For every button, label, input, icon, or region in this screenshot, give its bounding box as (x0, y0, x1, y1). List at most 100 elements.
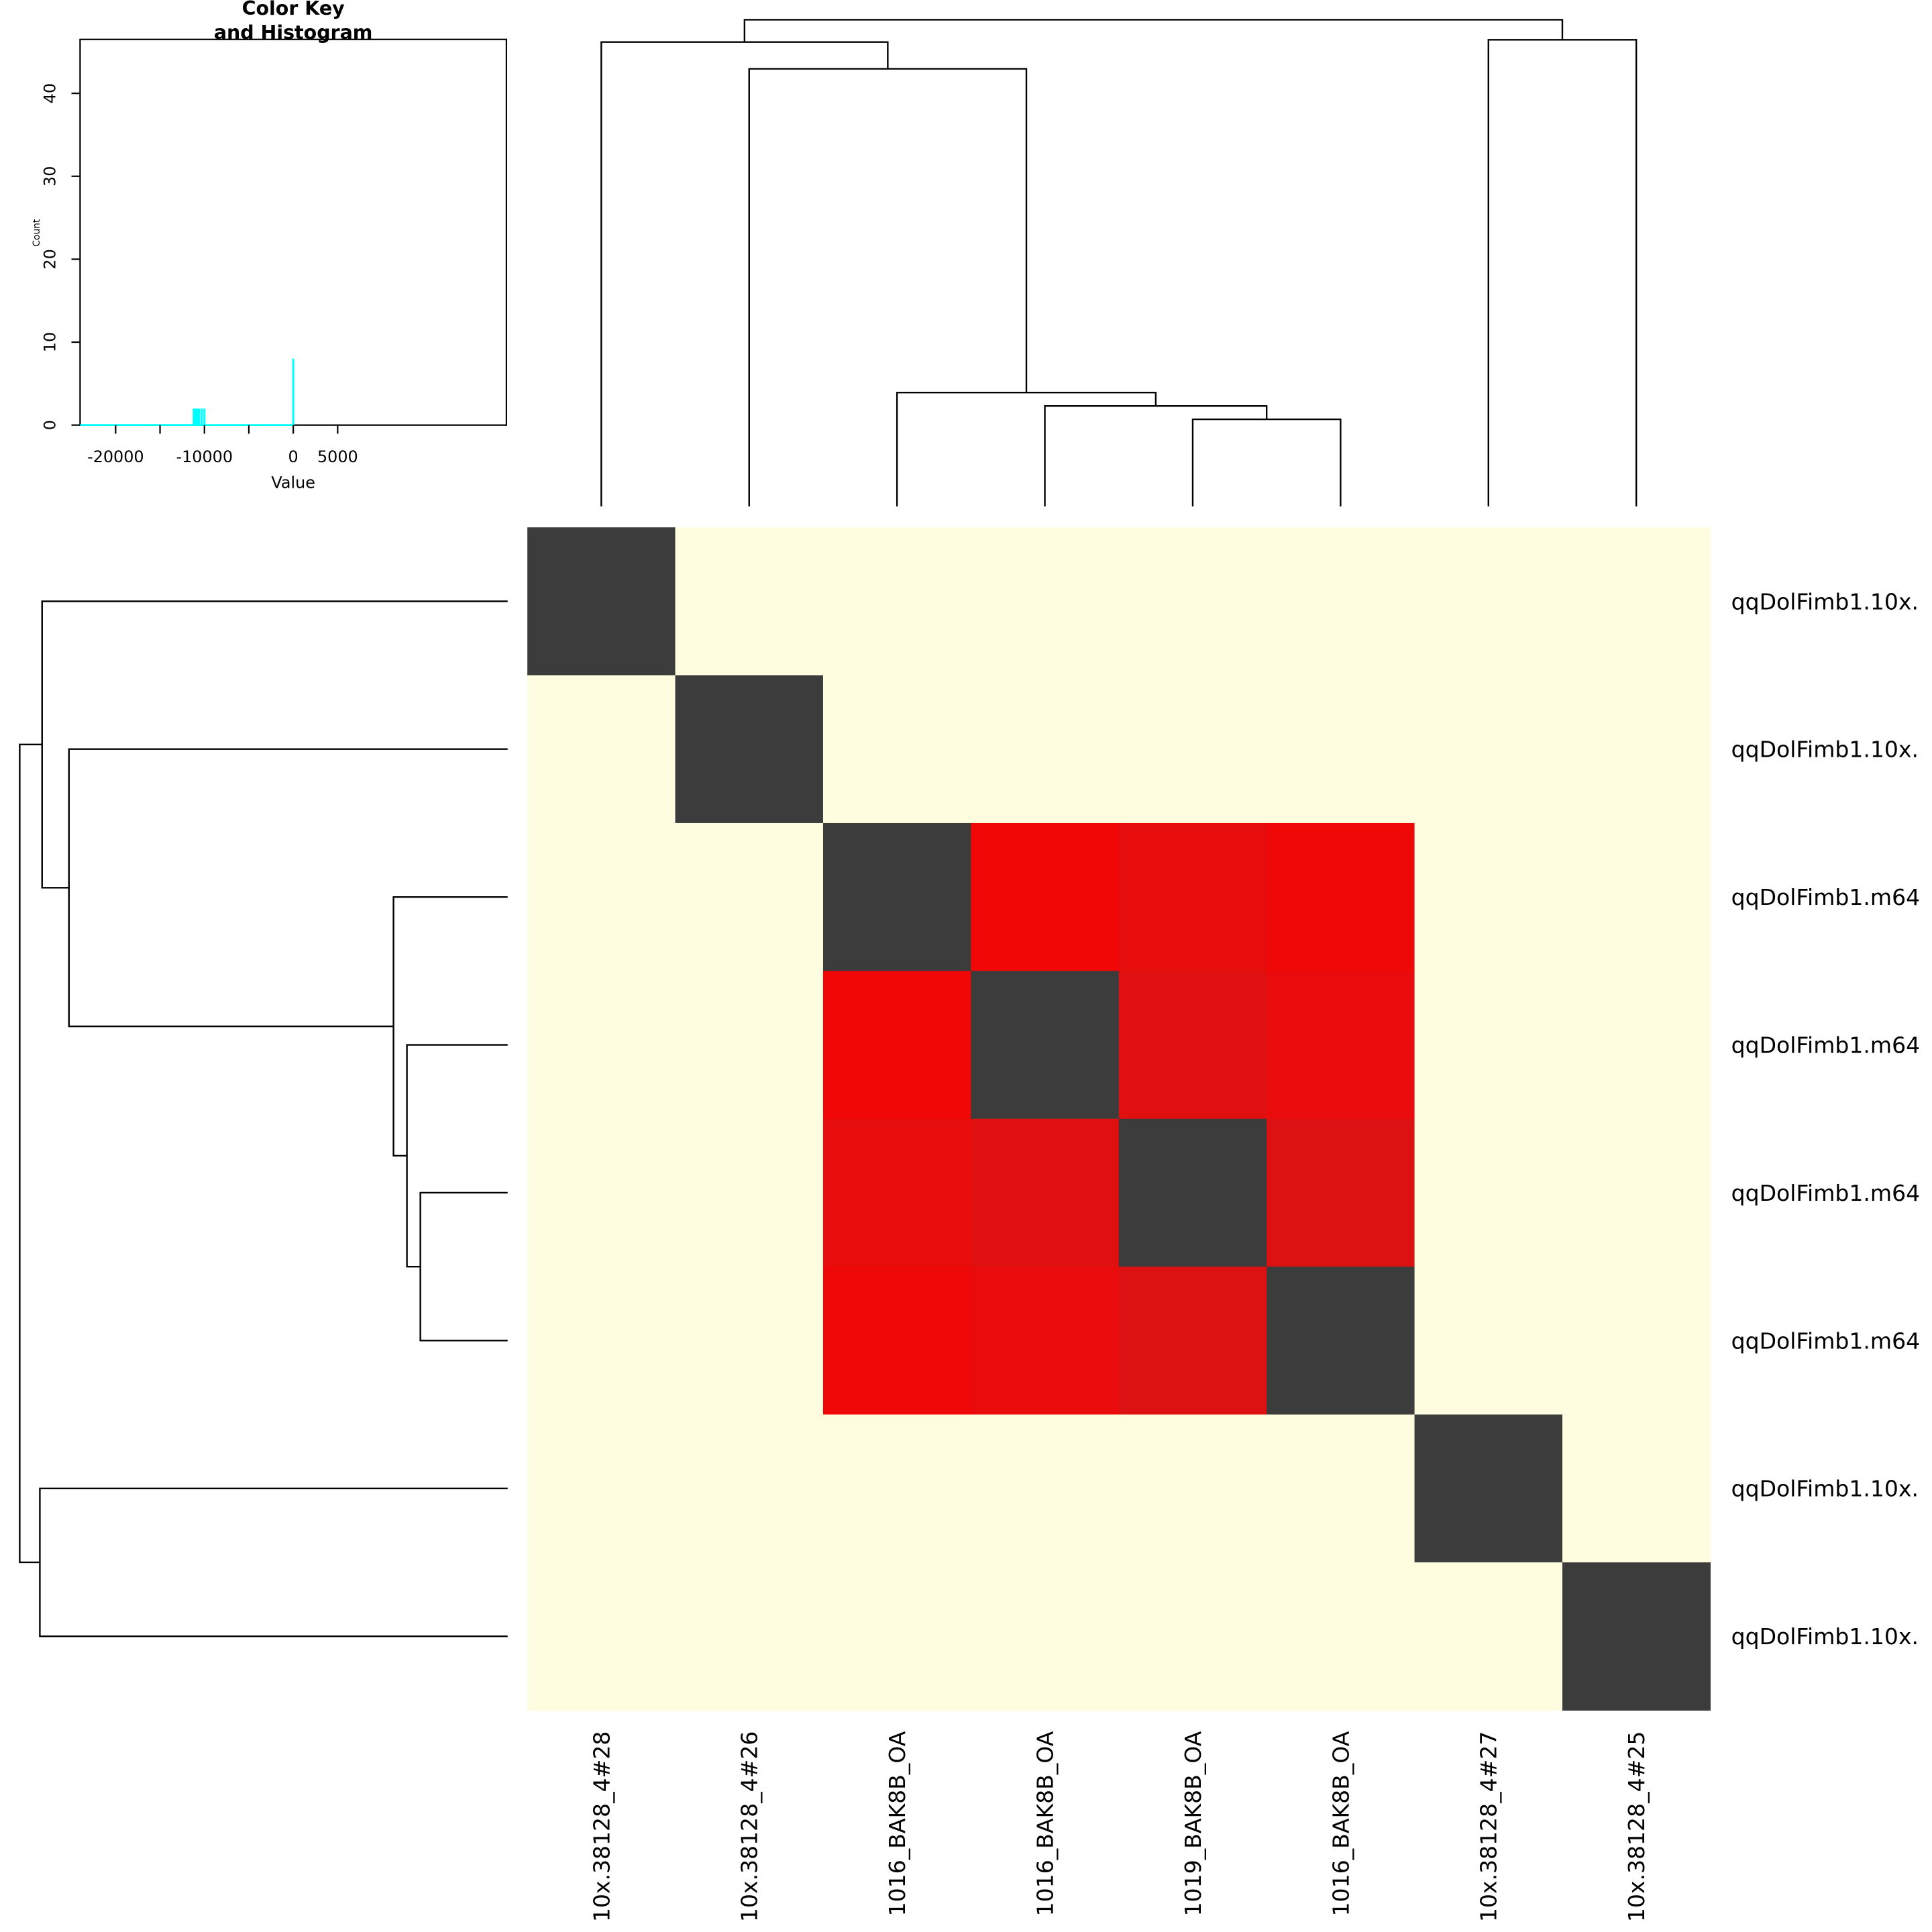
x-tick-label: 0 (288, 447, 299, 466)
dendrogram-branch (1044, 405, 1268, 506)
dendrogram-branch (41, 600, 508, 889)
histogram-title: and Histogram (214, 21, 373, 44)
heatmap-cell (1562, 1414, 1711, 1563)
dendrogram-branch (748, 68, 1028, 506)
heatmap-cell (1267, 971, 1415, 1120)
y-axis-label: Count (32, 219, 42, 246)
heatmap-cell (675, 1562, 824, 1711)
heatmap-cell (1562, 1267, 1711, 1415)
heatmap-cell (1267, 1267, 1415, 1415)
row-label: qqDolFimb1.m64 (1731, 1180, 1921, 1206)
heatmap-cell (675, 675, 824, 824)
y-tick-label: 30 (41, 166, 60, 186)
heatmap-cell (822, 527, 971, 676)
heatmap-cell (1267, 1562, 1415, 1711)
row-labels: qqDolFimb1.10x. qqDolFimb1.10x. qqDolFimb1… (1731, 588, 1921, 1650)
column-dendrogram (600, 19, 1638, 506)
row-label: qqDolFimb1.10x. (1731, 1476, 1919, 1502)
color-key-histogram: Color Key and Histogram -20000 -10000 0 5000V… (32, 0, 507, 492)
heatmap-cell (971, 822, 1120, 971)
column-label: 1019_BAK8B_OA (1180, 1731, 1206, 1916)
heatmap-cell (822, 1562, 971, 1711)
heatmap-cell (971, 1414, 1120, 1563)
heatmap-cell (1562, 675, 1711, 824)
x-axis-label: Value (271, 473, 315, 492)
y-tick-label: 0 (41, 420, 60, 430)
heatmap-cell (971, 1118, 1120, 1267)
row-label: qqDolFimb1.m64 (1731, 1032, 1921, 1058)
row-label: qqDolFimb1.10x. (1731, 737, 1919, 763)
column-label: 1016_BAK8B_OA (1032, 1731, 1058, 1916)
heatmap-cell (675, 822, 824, 971)
column-labels: 10x.38128_4#28 10x.38128_4#26 1016_BAK8B_O… (588, 1731, 1650, 1922)
dendrogram-branch (743, 19, 1564, 42)
heatmap-cell (1118, 1267, 1267, 1415)
heatmap-cell (675, 1267, 824, 1415)
column-label: 1016_BAK8B_OA (884, 1731, 910, 1916)
heatmap-cell (822, 1267, 971, 1415)
x-tick-label: -20000 (87, 447, 144, 466)
heatmap-cell (822, 1414, 971, 1563)
heatmap-cell (1414, 971, 1563, 1120)
heatmap-cell (1562, 1562, 1711, 1711)
heatmap-cells (527, 527, 1711, 1711)
dendrogram-branch (419, 1191, 508, 1342)
heatmap-cell (1414, 1414, 1563, 1563)
heatmap-cell (675, 1118, 824, 1267)
dendrogram-branch (406, 1044, 508, 1268)
heatmap-cell (527, 822, 676, 971)
heatmap-cell (971, 971, 1120, 1120)
heatmap-cell (1118, 1414, 1267, 1563)
dendrogram-branch (19, 743, 42, 1564)
heatmap-cell (527, 971, 676, 1120)
heatmap-cell (822, 822, 971, 971)
heatmap-cell (1267, 822, 1415, 971)
heatmap-cell (1414, 1562, 1563, 1711)
heatmap-cell (1562, 971, 1711, 1120)
heatmap-cell (675, 1414, 824, 1563)
dendrogram-branch (1487, 39, 1638, 506)
heatmap-cell (1267, 527, 1415, 676)
heatmap-cell (675, 971, 824, 1120)
row-label: qqDolFimb1.m64 (1731, 884, 1921, 910)
heatmap-cell (1118, 822, 1267, 971)
column-label: 10x.38128_4#25 (1623, 1731, 1650, 1923)
heatmap-cell (527, 527, 676, 676)
heatmap-cell (1414, 1267, 1563, 1415)
heatmap-cell (1118, 971, 1267, 1120)
heatmap-cell (1267, 1118, 1415, 1267)
heatmap-cell (1562, 822, 1711, 971)
heatmap-cell (971, 527, 1120, 676)
heatmap-cell (1118, 1562, 1267, 1711)
heatmap-cell (527, 1414, 676, 1563)
x-tick-label: -10000 (176, 447, 233, 466)
heatmap-cell (822, 971, 971, 1120)
heatmap-cell (971, 675, 1120, 824)
heatmap-cell (1118, 527, 1267, 676)
heatmap-cell (1414, 675, 1563, 824)
heatmap-cell (1267, 1414, 1415, 1563)
heatmap-cell (1118, 675, 1267, 824)
heatmap-cell (1562, 1118, 1711, 1267)
heatmap-cell (527, 675, 676, 824)
heatmap-cell (1414, 527, 1563, 676)
column-label: 1016_BAK8B_OA (1328, 1731, 1354, 1916)
heatmap-cell (1414, 1118, 1563, 1267)
heatmap-cell (822, 675, 971, 824)
row-label: qqDolFimb1.m64 (1731, 1328, 1921, 1354)
histogram-title: Color Key (242, 0, 345, 19)
heatmap-cell (1267, 675, 1415, 824)
x-tick-label: 5000 (317, 447, 358, 466)
heatmap-cell (971, 1562, 1120, 1711)
heatmap-cell (527, 1562, 676, 1711)
y-tick-label: 10 (41, 332, 60, 352)
column-label: 10x.38128_4#28 (588, 1731, 614, 1923)
dendrogram-branch (600, 41, 889, 506)
heatmap-cell (822, 1118, 971, 1267)
dendrogram-branch (68, 748, 508, 1028)
row-label: qqDolFimb1.10x. (1731, 1623, 1919, 1650)
row-dendrogram (19, 600, 508, 1638)
heatmap-cell (527, 1118, 676, 1267)
dendrogram-branch (1191, 418, 1342, 506)
